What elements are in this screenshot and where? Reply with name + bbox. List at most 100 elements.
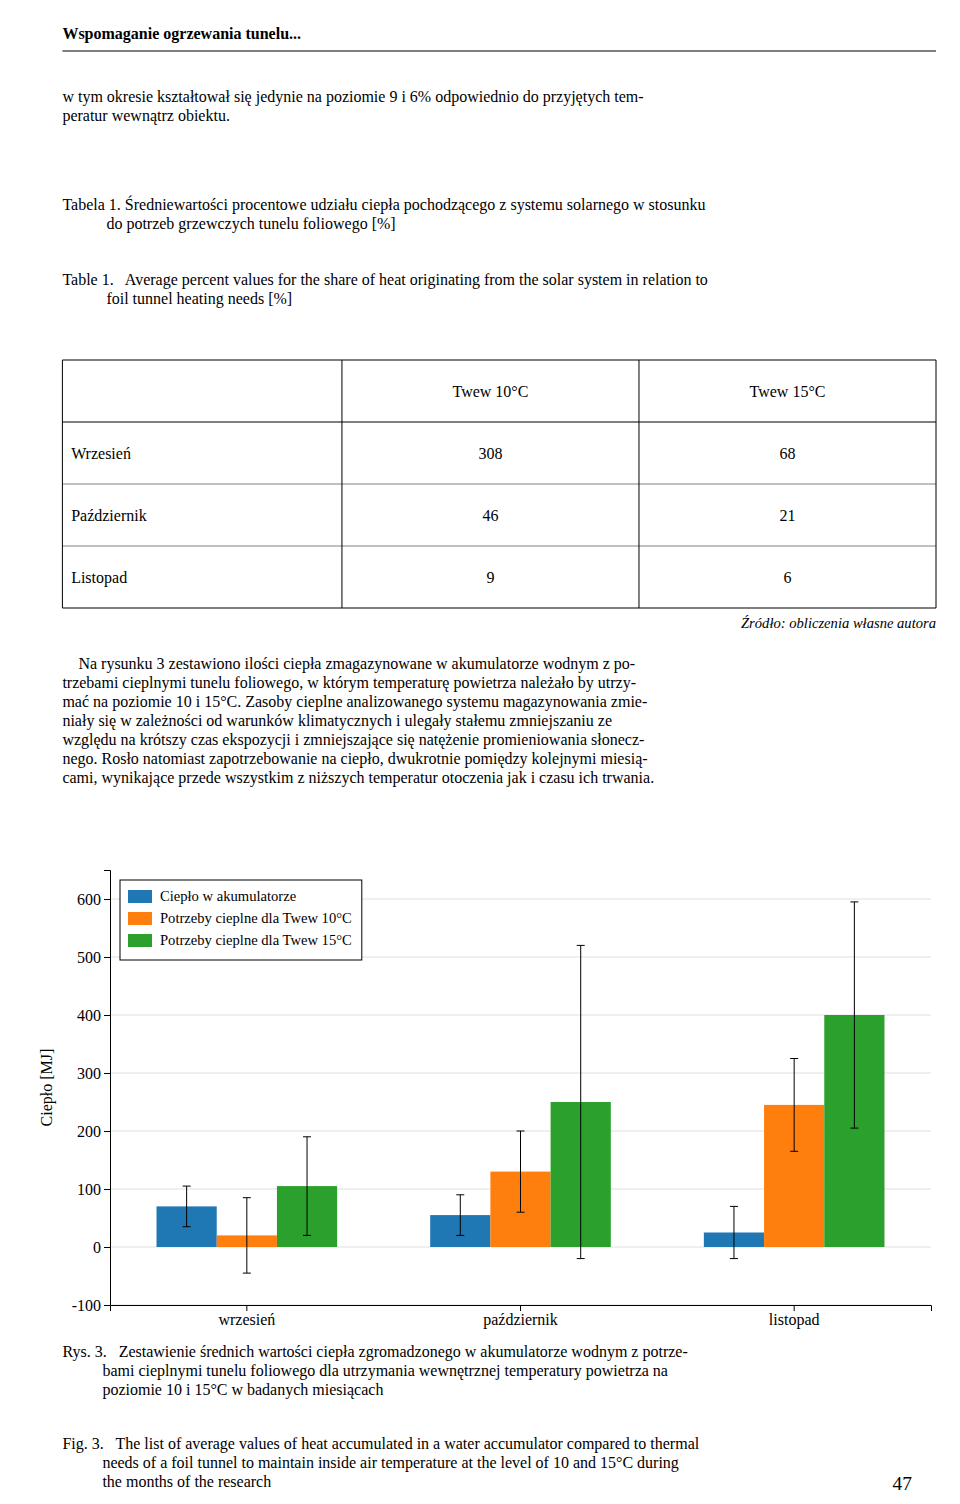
- grid-line: [110, 1015, 931, 1016]
- tick-label: 100: [77, 1181, 101, 1198]
- error-bar: [243, 1198, 251, 1273]
- table-row-label: Wrzesień: [71, 445, 131, 462]
- paragraph-line: nego. Rosło natomiast zapotrzebowanie na…: [62, 750, 647, 768]
- paragraph-line: niały się w zależności od warunków klima…: [62, 712, 612, 730]
- rule: [62, 50, 936, 51]
- error-bar: [456, 1195, 464, 1236]
- table-header: Twew 15°C: [750, 383, 826, 400]
- tick-label: 500: [77, 949, 101, 966]
- paragraph-line: Na rysunku 3 zestawiono ilości ciepła zm…: [62, 655, 635, 673]
- tick-mark: [520, 1305, 521, 1311]
- figure-caption-line: needs of a foil tunnel to maintain insid…: [62, 1454, 678, 1472]
- table-cell: 21: [779, 507, 795, 524]
- table-header: Twew 10°C: [452, 383, 528, 400]
- grid-line: [110, 1073, 931, 1074]
- figure-caption-line: the months of the research: [62, 1473, 271, 1490]
- figure-caption-line: Rys. 3. Zestawienie średnich wartości ci…: [62, 1343, 687, 1361]
- tick-label: 400: [77, 1007, 101, 1024]
- paragraph-line: względu na krótszy czas ekspozycji i zmn…: [62, 731, 644, 749]
- tick-label: wrzesień: [218, 1311, 275, 1328]
- error-bar: [183, 1186, 191, 1227]
- legend-swatch: [128, 890, 152, 903]
- paragraph-line: peratur wewnątrz obiektu.: [62, 107, 229, 125]
- tick-mark: [104, 1131, 110, 1132]
- table-caption-line: do potrzeb grzewczych tunelu foliowego […: [62, 215, 395, 233]
- source-note: Źródło: obliczenia własne autora: [741, 615, 936, 631]
- paragraph: w tym okresie kształtował się jedynie na…: [62, 88, 643, 125]
- error-bar: [577, 945, 585, 1258]
- legend: Ciepło w akumulatorzePotrzeby cieplne dl…: [120, 880, 362, 960]
- table: Twew 10°C Twew 15°C Wrzesień 308 68 Październ…: [62, 360, 936, 608]
- tick: 400: [77, 1007, 110, 1024]
- paragraph-line: trzebami cieplnymi tunelu foliowego, w k…: [62, 674, 636, 692]
- tick-mark: [104, 1189, 110, 1190]
- error-bar: [790, 1059, 798, 1152]
- table-rule: [62, 360, 63, 608]
- x-axis: wrzesień październik listopad: [111, 1305, 932, 1329]
- tick-mark: [104, 899, 110, 900]
- tick-mark: [794, 1305, 795, 1311]
- figure-caption: Rys. 3. Zestawienie średnich wartości ci…: [62, 1343, 687, 1399]
- tick-mark: [104, 1015, 110, 1016]
- tick: 0: [93, 1239, 110, 1256]
- table-cell: 308: [478, 445, 502, 462]
- error-bar: [850, 902, 858, 1128]
- source-note-line: Źródło: obliczenia własne autora: [741, 615, 936, 631]
- paragraph-line: mać na poziomie 10 i 15°C. Zasoby ciepln…: [62, 693, 647, 711]
- table-caption-line: foil tunnel heating needs [%]: [62, 290, 292, 308]
- tick-mark: [104, 1305, 110, 1306]
- table-rule: [62, 359, 936, 360]
- table-rule: [341, 360, 342, 608]
- axis-line: [104, 871, 111, 1306]
- tick-mark: [104, 1247, 110, 1248]
- legend-entry: Ciepło w akumulatorze: [160, 888, 296, 904]
- tick-label: -100: [72, 1297, 101, 1314]
- figure-caption-line: bami cieplnymi tunelu foliowego dla utrz…: [62, 1362, 668, 1380]
- tick: 200: [77, 1123, 110, 1140]
- tick-label: 200: [77, 1123, 101, 1140]
- tick: październik: [483, 1305, 558, 1329]
- table-rule: [936, 360, 937, 608]
- y-axis: -100 0 100 200 300 400 500 600: [72, 871, 111, 1314]
- tick: 100: [77, 1181, 110, 1198]
- tick-mark: [104, 957, 110, 958]
- tick-label: 300: [77, 1065, 101, 1082]
- tick-label: listopad: [769, 1311, 820, 1329]
- page-number: 47: [893, 1473, 913, 1494]
- table-caption-line: Tabela 1. Średniewartości procentowe udz…: [62, 195, 705, 214]
- legend-swatch: [128, 912, 152, 925]
- table-cell: 9: [486, 569, 494, 586]
- chart: -100 0 100 200 300 400 500 600 wrzesień październ…: [38, 871, 932, 1330]
- tick: wrzesień: [218, 1305, 275, 1328]
- table-row-label: Październik: [71, 507, 147, 524]
- table-caption: Tabela 1. Średniewartości procentowe udz…: [62, 195, 705, 233]
- error-bar: [730, 1206, 738, 1258]
- page: Wspomaganie ogrzewania tunelu... w tym ok…: [0, 0, 960, 1504]
- table-row-label: Listopad: [71, 569, 127, 587]
- tick: -100: [72, 1297, 110, 1314]
- table-cell: 46: [482, 507, 498, 524]
- tick-mark: [104, 1073, 110, 1074]
- title: Wspomaganie ogrzewania tunelu...: [62, 25, 301, 43]
- error-bar: [517, 1131, 525, 1212]
- table-rule: [638, 360, 639, 608]
- legend-frame: [120, 880, 362, 960]
- tick: 300: [77, 1065, 110, 1082]
- table-rule: [62, 546, 936, 547]
- table-rule: [62, 484, 936, 485]
- figure-caption: Fig. 3. The list of average values of he…: [62, 1435, 699, 1490]
- series: [157, 1186, 765, 1259]
- tick: 500: [77, 949, 110, 966]
- table-cell: 6: [783, 569, 791, 586]
- paragraph: Na rysunku 3 zestawiono ilości ciepła zm…: [62, 655, 654, 787]
- y-axis-title: Ciepło [MJ]: [38, 1049, 56, 1127]
- tick-label: 600: [77, 891, 101, 908]
- table-caption: Table 1. Average percent values for the …: [62, 271, 707, 308]
- table-cell: 68: [779, 445, 795, 462]
- tick: 600: [77, 891, 110, 908]
- tick-label: 0: [93, 1239, 101, 1256]
- table-rule: [62, 421, 936, 422]
- figure-caption-line: Fig. 3. The list of average values of he…: [62, 1435, 699, 1453]
- error-bar: [303, 1137, 311, 1236]
- series: [217, 1059, 825, 1274]
